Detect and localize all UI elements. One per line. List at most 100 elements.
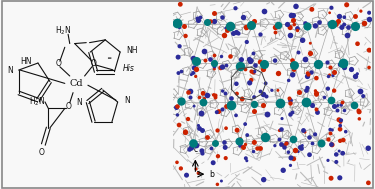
Point — [276, 137, 282, 140]
Point — [251, 103, 257, 106]
Point — [362, 21, 368, 24]
Point — [272, 25, 278, 28]
Point — [316, 20, 322, 23]
Point — [340, 62, 346, 65]
Point — [328, 98, 334, 101]
Point — [263, 82, 269, 85]
Point — [313, 91, 319, 94]
Point — [190, 57, 196, 60]
Text: O: O — [55, 59, 61, 67]
Point — [201, 97, 207, 100]
Point — [365, 147, 371, 150]
Point — [366, 66, 372, 69]
Point — [246, 58, 252, 61]
Point — [215, 155, 221, 158]
Point — [333, 23, 339, 26]
Point — [314, 77, 320, 80]
Point — [308, 42, 314, 45]
Point — [260, 103, 266, 106]
Point — [290, 138, 296, 141]
Point — [278, 127, 284, 130]
Point — [248, 59, 254, 62]
Point — [195, 124, 201, 127]
Text: His: His — [122, 64, 134, 73]
Point — [211, 53, 217, 57]
Point — [176, 124, 182, 127]
Point — [181, 25, 187, 28]
Point — [358, 10, 364, 13]
Point — [260, 67, 266, 70]
Point — [284, 22, 290, 25]
Point — [207, 58, 213, 61]
Point — [314, 93, 320, 96]
Point — [360, 94, 366, 98]
Point — [284, 142, 290, 145]
Point — [248, 70, 254, 73]
Text: NH: NH — [126, 46, 137, 55]
Point — [288, 164, 294, 167]
Text: O: O — [91, 59, 97, 67]
Point — [290, 13, 296, 16]
Point — [193, 75, 199, 78]
Point — [327, 128, 333, 131]
Point — [345, 25, 351, 28]
Point — [326, 21, 332, 24]
Point — [237, 144, 243, 147]
Point — [214, 129, 220, 132]
Point — [251, 149, 257, 152]
Point — [240, 16, 246, 19]
Point — [302, 131, 308, 134]
Point — [303, 100, 309, 103]
Point — [275, 23, 281, 26]
Point — [337, 128, 343, 131]
Point — [251, 141, 257, 144]
Point — [224, 29, 230, 32]
Point — [337, 176, 343, 179]
Point — [211, 61, 217, 64]
Text: H$_2$N: H$_2$N — [55, 24, 71, 37]
Point — [366, 18, 372, 21]
Point — [234, 92, 240, 95]
Point — [312, 133, 318, 136]
Point — [201, 49, 207, 52]
Point — [287, 26, 293, 29]
Point — [251, 109, 257, 112]
Point — [295, 50, 301, 53]
Point — [214, 183, 220, 186]
Point — [353, 23, 359, 26]
Point — [261, 62, 267, 65]
Point — [309, 8, 315, 11]
Point — [220, 90, 226, 93]
Text: H$_2$N: H$_2$N — [28, 96, 45, 108]
Point — [195, 172, 201, 175]
Point — [193, 167, 199, 170]
Point — [211, 20, 217, 23]
Text: ═: ═ — [107, 56, 110, 61]
Point — [308, 70, 314, 73]
Point — [196, 96, 202, 99]
Point — [183, 174, 189, 177]
Point — [318, 142, 324, 145]
Point — [205, 19, 211, 22]
Point — [191, 67, 197, 70]
Point — [196, 127, 202, 130]
Point — [193, 143, 199, 146]
Point — [202, 59, 208, 62]
Point — [216, 110, 222, 113]
Point — [331, 89, 337, 92]
Point — [261, 178, 267, 181]
Point — [211, 12, 217, 15]
Point — [176, 25, 182, 28]
Point — [291, 157, 297, 160]
Point — [339, 26, 345, 29]
Point — [269, 89, 275, 92]
Point — [324, 74, 330, 77]
Point — [185, 91, 191, 94]
Point — [294, 29, 300, 32]
Point — [291, 23, 297, 26]
Point — [219, 66, 225, 69]
Point — [193, 67, 199, 70]
Point — [352, 74, 358, 77]
Point — [190, 142, 196, 145]
Point — [298, 146, 304, 149]
